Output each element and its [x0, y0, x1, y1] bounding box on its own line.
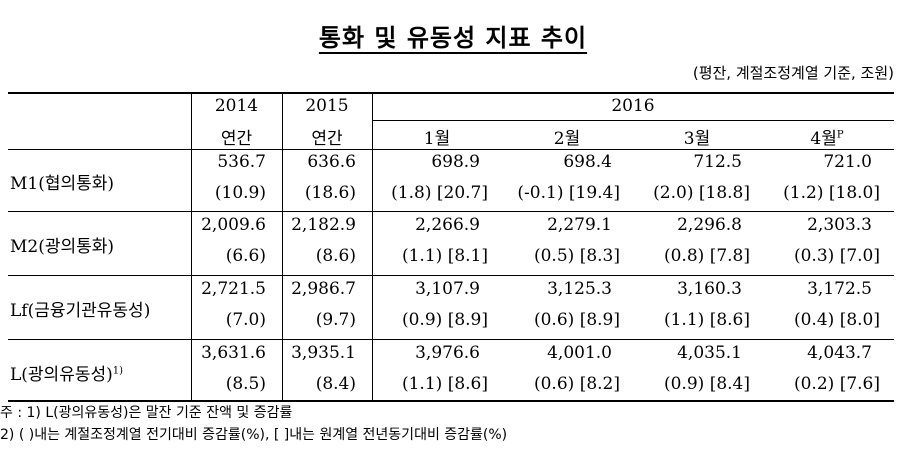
col-divider — [282, 92, 283, 400]
value-cell: 3,935.1 — [291, 343, 356, 363]
header-year-2016: 2016 — [611, 96, 655, 116]
value-cell: 536.7 — [217, 152, 266, 172]
value-cell: 2,266.9 — [415, 215, 480, 235]
footnote-2: 2) ( )내는 계절조정계열 전기대비 증감률(%), [ ]내는 원계열 전… — [0, 427, 508, 443]
value-cell: 721.0 — [823, 152, 872, 172]
footnote-ref: 1) — [112, 365, 124, 377]
header-sub-jan: 1월 — [423, 129, 451, 149]
change-cell: (0.9) [8.9] — [401, 310, 488, 330]
change-cell: (1.1) [8.1] — [401, 246, 488, 266]
value-cell: 636.6 — [307, 152, 356, 172]
change-cell: (0.6) [8.2] — [533, 374, 620, 394]
year-2016-underline — [372, 120, 894, 121]
change-cell: (7.0) — [225, 310, 266, 330]
value-cell: 3,172.5 — [807, 279, 872, 299]
change-cell: (0.8) [7.8] — [663, 246, 750, 266]
value-cell: 2,986.7 — [291, 279, 356, 299]
table-top-rule — [8, 92, 894, 94]
value-cell: 698.9 — [431, 152, 480, 172]
row-label: M2(광의통화) — [10, 237, 115, 257]
row-divider — [8, 211, 894, 212]
value-cell: 4,001.0 — [547, 343, 612, 363]
value-cell: 2,279.1 — [547, 215, 612, 235]
row-divider — [8, 339, 894, 340]
value-cell: 4,035.1 — [677, 343, 742, 363]
change-cell: (10.9) — [214, 183, 266, 203]
value-cell: 3,976.6 — [415, 343, 480, 363]
value-cell: 2,182.9 — [291, 215, 356, 235]
header-year-2014: 2014 — [214, 96, 259, 116]
change-cell: (0.6) [8.9] — [533, 310, 620, 330]
header-sub-mar: 3월 — [683, 129, 711, 149]
change-cell: (2.0) [18.8] — [653, 183, 750, 203]
change-cell: (1.1) [8.6] — [663, 310, 750, 330]
footnote-1: 주 : 1) L(광의유동성)은 말잔 기준 잔액 및 증감률 — [0, 405, 293, 421]
change-cell: (1.2) [18.0] — [783, 183, 880, 203]
value-cell: 698.4 — [563, 152, 612, 172]
change-cell: (18.6) — [304, 183, 356, 203]
change-cell: (0.3) [7.0] — [793, 246, 880, 266]
change-cell: (1.8) [20.7] — [391, 183, 488, 203]
value-cell: 2,721.5 — [201, 279, 266, 299]
value-cell: 3,160.3 — [677, 279, 742, 299]
change-cell: (8.6) — [315, 246, 356, 266]
header-year-2015: 2015 — [305, 96, 349, 116]
header-sub-apr: 4월P — [810, 129, 844, 149]
change-cell: (6.6) — [225, 246, 266, 266]
col-divider — [372, 92, 373, 400]
change-cell: (0.2) [7.6] — [793, 374, 880, 394]
row-label: L(광의유동성)1) — [10, 365, 124, 385]
value-cell: 4,043.7 — [807, 343, 872, 363]
table-bottom-rule — [8, 400, 894, 402]
header-sub-annual: 연간 — [220, 129, 253, 149]
unit-note: (평잔, 계절조정계열 기준, 조원) — [692, 64, 894, 82]
value-cell: 2,303.3 — [807, 215, 872, 235]
page-title: 통화 및 유동성 지표 추이 — [318, 24, 588, 52]
change-cell: (-0.1) [19.4] — [517, 183, 620, 203]
value-cell: 2,009.6 — [201, 215, 266, 235]
value-cell: 3,125.3 — [547, 279, 612, 299]
value-cell: 2,296.8 — [677, 215, 742, 235]
value-cell: 712.5 — [693, 152, 742, 172]
change-cell: (1.1) [8.6] — [401, 374, 488, 394]
row-divider — [8, 275, 894, 276]
header-sub-feb: 2월 — [553, 129, 581, 149]
row-label: M1(협의통화) — [10, 174, 115, 194]
change-cell: (8.5) — [225, 374, 266, 394]
row-label: Lf(금융기관유동성) — [10, 301, 151, 321]
header-bottom-rule — [8, 149, 894, 150]
preliminary-mark: P — [836, 129, 844, 141]
col-divider — [191, 92, 192, 400]
change-cell: (0.4) [8.0] — [793, 310, 880, 330]
change-cell: (9.7) — [315, 310, 356, 330]
header-sub-annual: 연간 — [311, 129, 343, 149]
value-cell: 3,107.9 — [415, 279, 480, 299]
value-cell: 3,631.6 — [201, 343, 266, 363]
change-cell: (0.5) [8.3] — [533, 246, 620, 266]
change-cell: (8.4) — [315, 374, 356, 394]
change-cell: (0.9) [8.4] — [663, 374, 750, 394]
